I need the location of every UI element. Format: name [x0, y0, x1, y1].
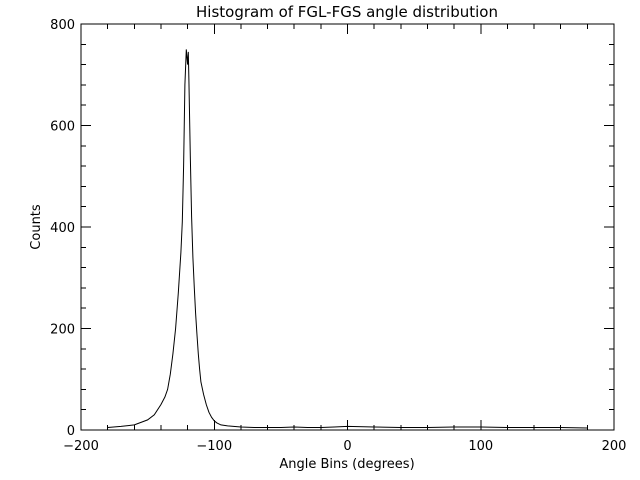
y-tick-label: 200	[50, 323, 75, 338]
x-tick-label: 100	[468, 439, 493, 454]
y-tick-label: 800	[50, 18, 75, 33]
histogram-series-line	[107, 49, 588, 429]
x-tick-label: −200	[63, 439, 99, 454]
x-tick-label: 200	[602, 439, 627, 454]
y-tick-label: 400	[50, 221, 75, 236]
tick-labels: −200 −100 0 100 200 0 200 400 600 800	[50, 18, 626, 454]
series-layer	[107, 49, 588, 429]
y-tick-label: 0	[67, 424, 75, 439]
axis-ticks	[80, 23, 615, 431]
y-axis-label: Counts	[29, 204, 44, 250]
plot-frame	[80, 23, 615, 431]
x-axis-label: Angle Bins (degrees)	[279, 457, 414, 472]
chart-title: Histogram of FGL-FGS angle distribution	[196, 3, 498, 21]
x-tick-label: 0	[343, 439, 351, 454]
y-tick-label: 600	[50, 120, 75, 135]
x-tick-label: −100	[196, 439, 232, 454]
